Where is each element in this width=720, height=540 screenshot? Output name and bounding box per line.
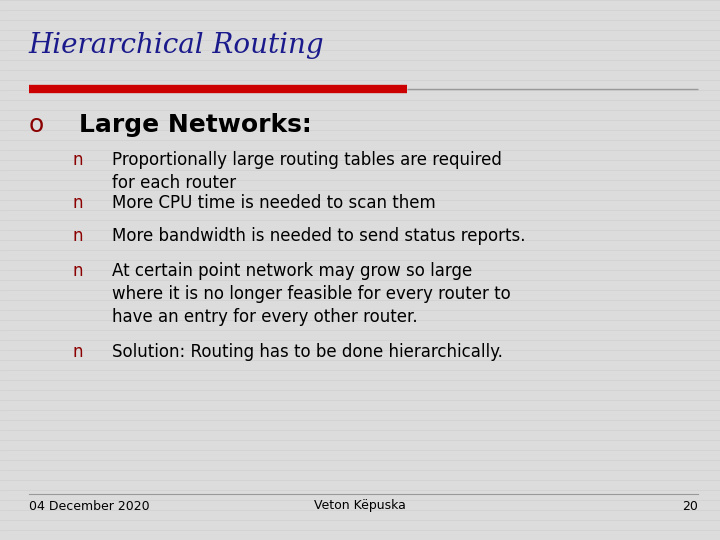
Text: 04 December 2020: 04 December 2020: [29, 500, 150, 512]
Text: More bandwidth is needed to send status reports.: More bandwidth is needed to send status …: [112, 227, 525, 245]
Text: n: n: [72, 262, 83, 280]
Text: n: n: [72, 343, 83, 361]
Text: Solution: Routing has to be done hierarchically.: Solution: Routing has to be done hierarc…: [112, 343, 503, 361]
Text: More CPU time is needed to scan them: More CPU time is needed to scan them: [112, 194, 436, 212]
Text: n: n: [72, 151, 83, 169]
Text: Large Networks:: Large Networks:: [79, 113, 312, 137]
Text: Veton Këpuska: Veton Këpuska: [314, 500, 406, 512]
Text: n: n: [72, 194, 83, 212]
Text: 20: 20: [683, 500, 698, 512]
Text: Proportionally large routing tables are required
for each router: Proportionally large routing tables are …: [112, 151, 501, 192]
Text: n: n: [72, 227, 83, 245]
Text: Hierarchical Routing: Hierarchical Routing: [29, 32, 325, 59]
Text: At certain point network may grow so large
where it is no longer feasible for ev: At certain point network may grow so lar…: [112, 262, 510, 326]
Text: o: o: [29, 113, 44, 137]
